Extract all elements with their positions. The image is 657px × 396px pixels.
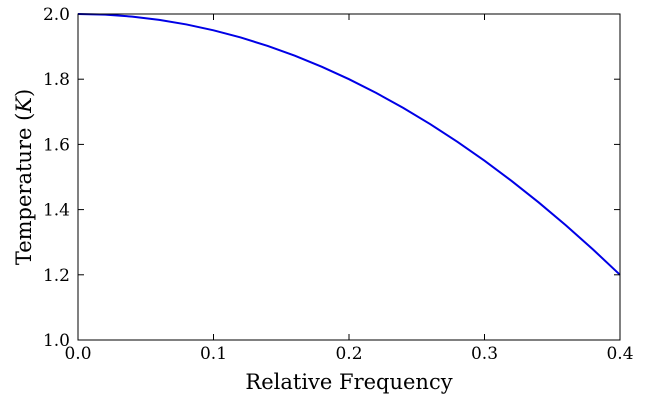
x-axis-label: Relative Frequency — [245, 370, 452, 394]
y-tick-label: 1.8 — [43, 70, 70, 90]
series-line-0 — [77, 13, 621, 276]
x-tick-label: 0.1 — [200, 344, 227, 364]
x-tick-label: 0.4 — [606, 344, 633, 364]
y-axis-label-suffix: ) — [12, 89, 36, 97]
y-tick-label: 1.0 — [43, 331, 70, 351]
y-tick-label: 1.2 — [43, 266, 70, 286]
x-tick-label: 0.2 — [335, 344, 362, 364]
y-axis-label-prefix: Temperature ( — [12, 113, 36, 265]
y-axis-label-variable: K — [12, 96, 36, 114]
x-tick-label: 0.0 — [64, 344, 91, 364]
plot-frame — [77, 13, 621, 341]
y-tick-label: 1.6 — [43, 135, 70, 155]
y-tick-label: 1.4 — [43, 201, 70, 221]
y-tick-label: 2.0 — [43, 5, 70, 25]
plot-layer — [77, 13, 621, 276]
ticks-layer: 0.0 0.1 0.2 0.3 0.4 1.0 1.2 1.4 1.6 1.8 2.0 — [43, 5, 634, 364]
y-axis-label: Temperature (K) — [12, 89, 36, 265]
x-tick-label: 0.3 — [471, 344, 498, 364]
